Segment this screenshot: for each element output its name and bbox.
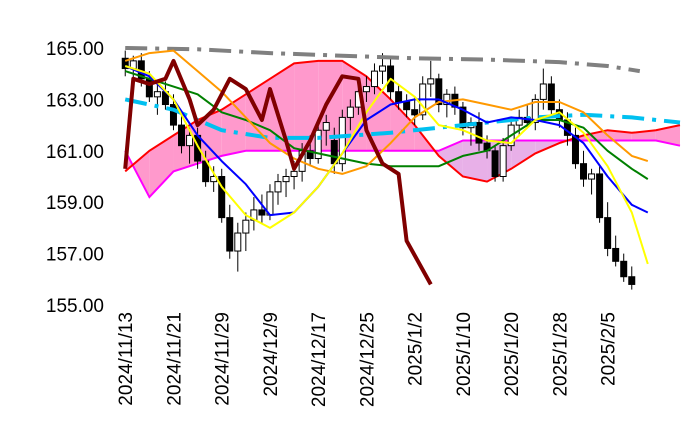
candle-body [547,83,555,111]
candle-body [153,91,161,98]
candle-body [234,232,242,252]
indicator-line [124,65,649,265]
candle-body [322,122,330,131]
y-tick-label: 157.00 [46,245,104,266]
candle-body [226,217,234,252]
candle-body [346,106,354,118]
x-tick-label: 2025/1/10 [454,312,475,397]
indicator-line [124,65,649,217]
candle-body [604,217,612,249]
candle-body [588,173,596,180]
candle-body [459,106,467,129]
y-tick-label: 163.00 [46,90,104,111]
x-tick-label: 2024/12/25 [357,312,378,407]
candle-body [403,101,411,111]
candle-body [435,78,443,106]
candle-body [411,109,419,116]
y-tick-label: 155.00 [46,296,104,317]
indicator-line [123,58,433,286]
candle-body [258,209,266,216]
cloud-segment [294,60,319,151]
candle-body [475,122,483,144]
cloud-segment [655,125,680,146]
candle-body [612,247,620,262]
cloud-segment [438,140,463,177]
candle-body [395,91,403,103]
indicator-line [124,97,681,140]
indicator-line [125,46,641,74]
x-tick-label: 2025/1/20 [502,312,523,397]
candle-body [491,150,499,178]
y-tick-label: 161.00 [46,142,104,163]
candle-body [370,70,378,88]
y-tick-label: 165.00 [46,39,104,60]
cloud-segment [149,135,174,198]
candle-body [571,134,579,165]
candle-body [531,98,539,124]
candle-body [274,181,282,193]
candle-body [186,134,194,147]
x-tick-label: 2024/12/9 [261,312,282,397]
candle-body [499,145,507,178]
candle-body [596,173,604,219]
candle-body [539,83,547,100]
indicator-line [124,49,649,175]
candle-body [580,163,588,180]
cloud-segment [583,130,608,141]
candle-body [427,78,435,85]
cloud-segment [462,140,488,182]
x-tick-label: 2024/11/13 [116,312,137,406]
candle-body [169,104,177,126]
candle-body [314,129,322,160]
candle-body [242,219,250,234]
candle-body [338,116,346,165]
candle-body [379,65,387,72]
cloud-segment [390,99,415,151]
cloud-segment [269,63,295,151]
x-tick-label: 2025/1/2 [406,312,427,386]
cloud-segment [197,109,222,164]
y-tick-label: 159.00 [46,193,104,214]
candle-body [620,260,628,278]
x-tick-label: 2025/2/5 [599,312,620,386]
x-tick-label: 2024/12/17 [309,312,330,407]
candle-body [121,57,129,70]
candle-body [178,124,186,147]
candle-body [218,176,226,219]
x-tick-label: 2024/11/29 [213,312,234,406]
candle-body [362,86,370,93]
candle-body [290,170,298,178]
candle-body [443,93,451,106]
x-tick-label: 2025/1/28 [550,312,571,397]
candle-body [628,276,636,285]
candle-body [282,176,290,183]
leading-span-a [124,59,681,183]
cloud-segment [511,140,536,169]
x-tick-label: 2024/11/21 [164,312,185,406]
